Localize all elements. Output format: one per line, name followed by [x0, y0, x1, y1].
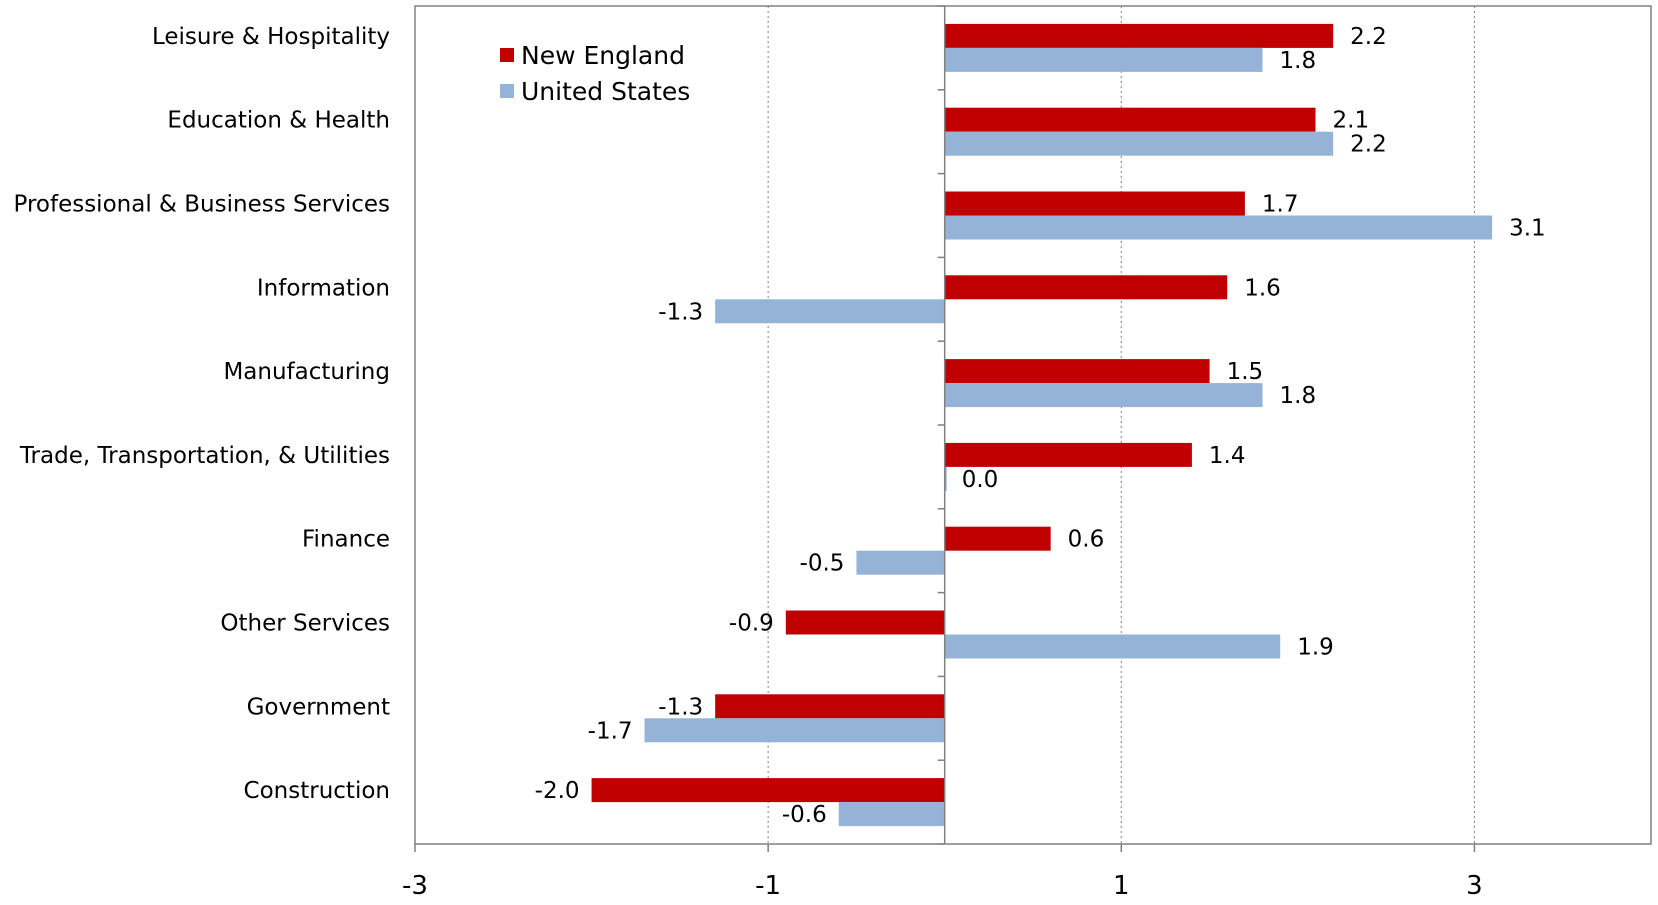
bar-united-states — [944, 634, 1281, 659]
legend-swatch-united-states — [500, 84, 514, 98]
data-label: 2.2 — [1350, 24, 1387, 50]
data-label: -2.0 — [535, 778, 580, 804]
data-label: -0.6 — [782, 802, 827, 828]
category-label: Professional & Business Services — [13, 192, 390, 218]
bar-new-england — [944, 442, 1192, 467]
category-label: Other Services — [220, 611, 390, 637]
data-label: 1.5 — [1227, 359, 1264, 385]
category-label: Government — [247, 694, 390, 720]
x-tick-label: -3 — [402, 871, 428, 901]
bar-united-states — [838, 802, 945, 827]
legend-label-united-states: United States — [521, 77, 690, 106]
data-label: 1.8 — [1280, 48, 1317, 74]
data-label: -0.5 — [800, 551, 845, 577]
bar-united-states — [944, 131, 1334, 156]
bar-new-england — [944, 23, 1334, 48]
data-label: 0.6 — [1068, 527, 1105, 553]
bar-new-england — [715, 694, 945, 719]
data-label: 1.7 — [1262, 192, 1299, 218]
category-labels: Leisure & Hospitality Education & Health P… — [13, 24, 390, 804]
category-label: Trade, Transportation, & Utilities — [19, 443, 390, 469]
data-label: -1.3 — [658, 694, 703, 720]
category-label: Finance — [302, 527, 390, 553]
bar-new-england — [944, 359, 1210, 384]
bar-united-states — [944, 215, 1493, 240]
data-label: -1.3 — [658, 299, 703, 325]
bar-united-states — [944, 47, 1263, 72]
bar-new-england — [591, 778, 945, 803]
data-label: 1.9 — [1297, 635, 1334, 661]
bar-united-states — [856, 550, 945, 575]
bar-united-states — [715, 299, 945, 324]
x-tick-label: 3 — [1466, 871, 1483, 901]
legend-swatch-new-england — [500, 48, 514, 62]
bar-united-states — [944, 383, 1263, 408]
data-label: -0.9 — [729, 611, 774, 637]
category-label: Manufacturing — [223, 359, 390, 385]
bar-new-england — [944, 191, 1245, 216]
data-label: 0.0 — [962, 467, 999, 493]
category-label: Information — [257, 275, 390, 301]
category-label: Leisure & Hospitality — [152, 24, 390, 50]
data-labels: 2.21.82.12.21.73.11.6-1.31.51.81.40.00.6… — [535, 24, 1546, 828]
x-axis-ticks: -3 -1 1 3 — [402, 844, 1483, 901]
legend: New England United States — [500, 41, 690, 106]
bar-new-england — [944, 526, 1051, 551]
x-tick-label: 1 — [1113, 871, 1130, 901]
bars — [591, 23, 1493, 827]
bar-united-states — [944, 466, 947, 491]
bar-new-england — [944, 107, 1316, 132]
bar-new-england — [944, 275, 1228, 300]
x-tick-label: -1 — [755, 871, 781, 901]
data-label: -1.7 — [588, 718, 633, 744]
category-label: Construction — [244, 778, 390, 804]
category-label: Education & Health — [167, 108, 390, 134]
data-label: 2.2 — [1350, 132, 1387, 158]
zero-axis — [937, 5, 946, 845]
data-label: 1.6 — [1244, 275, 1281, 301]
legend-label-new-england: New England — [521, 41, 685, 70]
data-label: 1.4 — [1209, 443, 1246, 469]
bar-united-states — [644, 718, 945, 743]
data-label: 1.8 — [1280, 383, 1317, 409]
bar-new-england — [785, 610, 945, 635]
data-label: 3.1 — [1509, 216, 1546, 242]
data-label: 2.1 — [1333, 108, 1370, 134]
